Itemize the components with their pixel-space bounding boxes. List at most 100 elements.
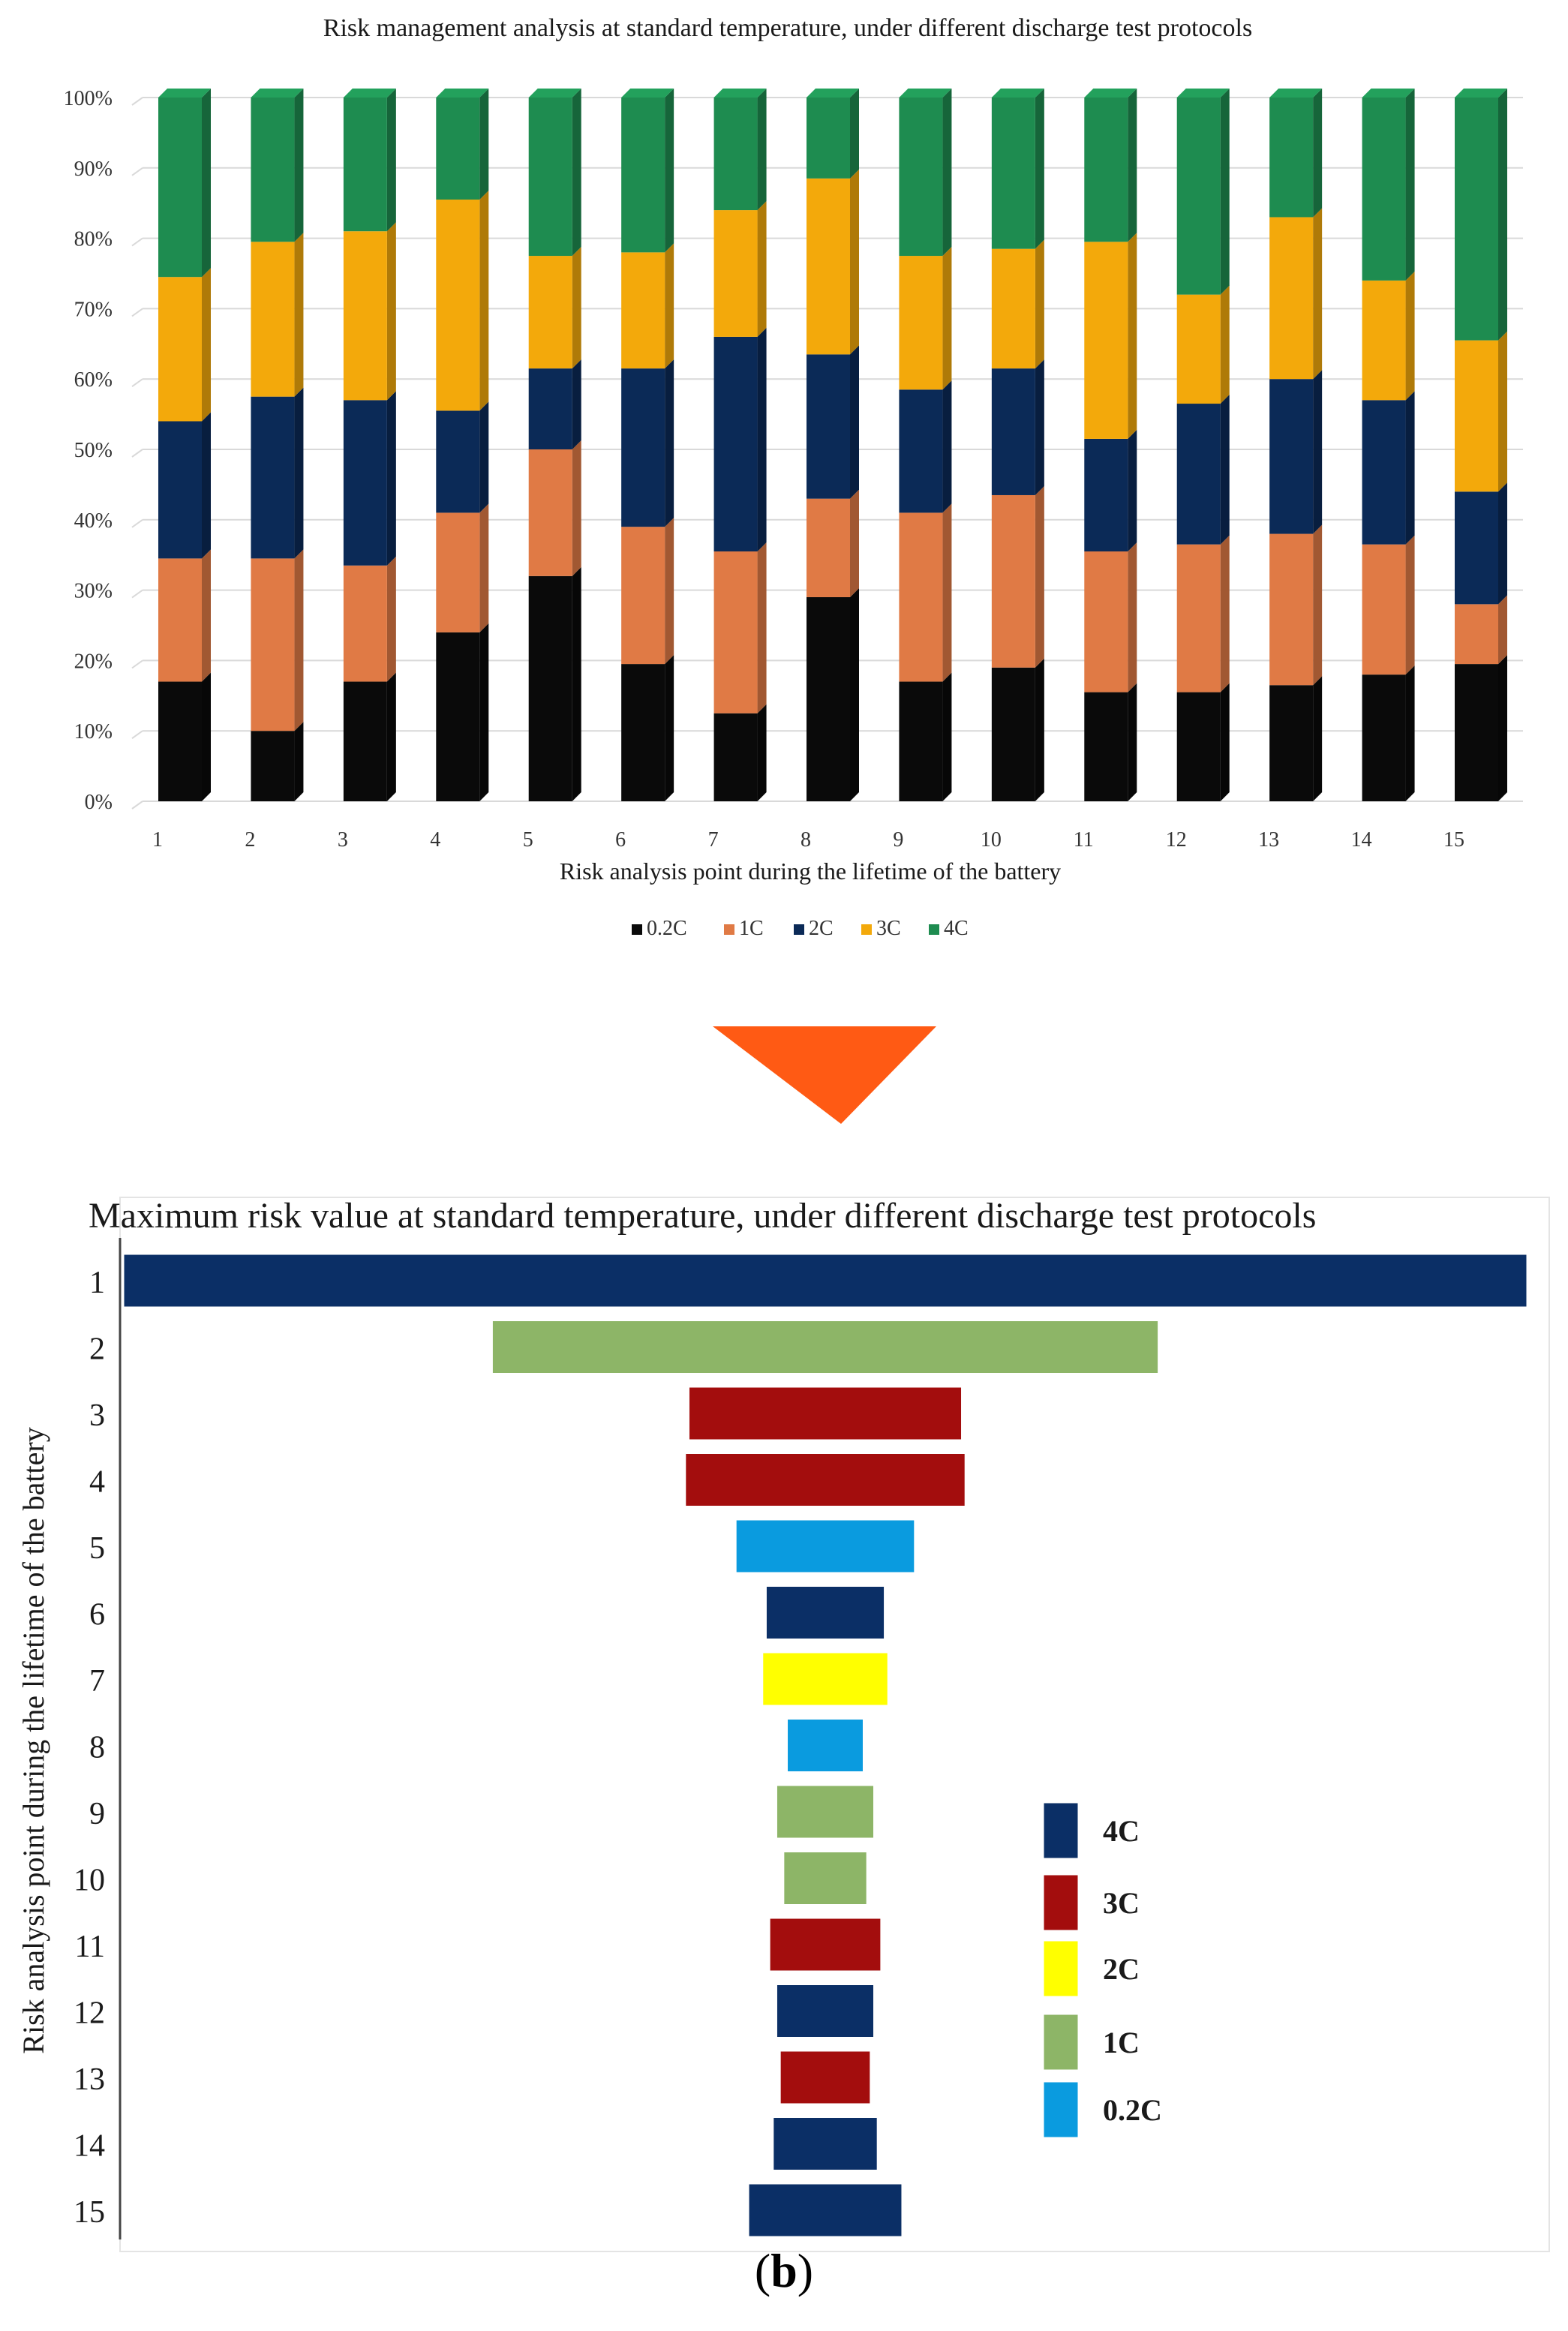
bar-segment-side-3C bbox=[942, 247, 952, 390]
bar-segment-4C bbox=[1455, 98, 1498, 341]
bar-segment-side-3C bbox=[665, 243, 674, 369]
bar-segment-side-1C bbox=[850, 489, 859, 597]
bar-segment-0.2C bbox=[158, 681, 202, 801]
bar-segment-side-2C bbox=[572, 359, 581, 449]
bar-segment-0.2C bbox=[807, 596, 850, 801]
bar-segment-side-1C bbox=[665, 518, 674, 665]
bar-segment-side-3C bbox=[572, 247, 581, 369]
legend-label: 3C bbox=[1103, 1886, 1140, 1920]
bar-top-face bbox=[713, 89, 767, 98]
legend-label: 0.2C bbox=[1103, 2093, 1162, 2127]
legend-swatch bbox=[1041, 1939, 1080, 1999]
stacked-bar-2 bbox=[251, 89, 304, 801]
bar-segment-side-4C bbox=[1128, 89, 1137, 242]
bar-segment-side-0.2C bbox=[942, 672, 952, 801]
bar-segment-0.2C bbox=[1084, 692, 1128, 801]
max-risk-bar-12 bbox=[774, 1983, 876, 2039]
bar-segment-side-0.2C bbox=[850, 587, 859, 801]
max-risk-bar-13 bbox=[778, 2049, 873, 2106]
bar-segment-2C bbox=[899, 389, 943, 513]
max-risk-bar-10 bbox=[782, 1850, 869, 1906]
bar-segment-side-3C bbox=[294, 233, 304, 397]
top-y-tick-label: 10% bbox=[74, 720, 113, 743]
legend-label: 1C bbox=[1103, 2026, 1140, 2059]
bar-segment-3C bbox=[343, 231, 387, 401]
bar-segment-side-2C bbox=[1128, 429, 1137, 552]
bar-segment-0.2C bbox=[528, 575, 572, 801]
stacked-bar-15 bbox=[1455, 89, 1507, 801]
bottom-category-label: 5 bbox=[89, 1531, 105, 1566]
down-triangle-arrow-icon bbox=[713, 1026, 936, 1124]
bar-segment-0.2C bbox=[1362, 674, 1406, 801]
bar-segment-side-1C bbox=[202, 549, 211, 682]
bottom-category-label: 10 bbox=[74, 1864, 105, 1898]
stacked-bar-8 bbox=[807, 89, 859, 801]
bar-segment-2C bbox=[807, 354, 850, 499]
bar-segment-side-2C bbox=[850, 345, 859, 499]
top-gridline-edge bbox=[131, 518, 143, 528]
bar-top-face bbox=[807, 89, 859, 98]
bar-segment-4C bbox=[713, 98, 758, 211]
bottom-chart-y-axis-label: Risk analysis point during the lifetime … bbox=[17, 1427, 50, 2053]
bottom-legend-item-4C: 4C bbox=[1041, 1801, 1140, 1861]
top-y-tick-label: 40% bbox=[74, 509, 113, 533]
top-legend-item-0.2C: 0.2C bbox=[632, 917, 687, 940]
top-x-tick-label: 4 bbox=[430, 828, 440, 852]
max-risk-bar-9 bbox=[774, 1783, 876, 1840]
bottom-legend-item-3C: 3C bbox=[1041, 1873, 1140, 1933]
bar-segment-0.2C bbox=[343, 681, 387, 801]
bar-segment-3C bbox=[1269, 217, 1314, 380]
top-y-tick-label: 80% bbox=[74, 228, 113, 251]
max-risk-bar-4 bbox=[683, 1452, 967, 1508]
bar-segment-0.2C bbox=[436, 632, 480, 801]
bar-segment-1C bbox=[899, 512, 943, 682]
bar-segment-1C bbox=[1455, 604, 1498, 665]
top-x-tick-label: 2 bbox=[245, 828, 255, 852]
bar-segment-4C bbox=[807, 98, 850, 179]
top-legend-item-2C: 2C bbox=[794, 917, 834, 940]
top-gridline-edge bbox=[131, 308, 143, 317]
top-gridline-edge bbox=[131, 659, 143, 669]
bar-segment-4C bbox=[621, 98, 665, 253]
bar-top-face bbox=[1362, 89, 1415, 98]
bar-segment-4C bbox=[1362, 98, 1406, 281]
bar-segment-0.2C bbox=[1269, 685, 1314, 801]
bar-segment-1C bbox=[251, 558, 295, 731]
top-x-tick-label: 1 bbox=[152, 828, 163, 852]
bar-segment-side-2C bbox=[665, 359, 674, 527]
bar-top-face bbox=[991, 89, 1044, 98]
bar-segment-1C bbox=[1269, 533, 1314, 686]
bar-segment-side-2C bbox=[1313, 370, 1323, 534]
top-legend-item-3C: 3C bbox=[861, 917, 901, 940]
bar-top-face bbox=[158, 89, 211, 98]
legend-label: 2C bbox=[809, 917, 834, 940]
stacked-bar-1 bbox=[158, 89, 211, 801]
top-gridline-edge bbox=[131, 97, 143, 106]
legend-swatch bbox=[632, 924, 642, 935]
bar-segment-4C bbox=[436, 98, 480, 200]
bar-segment-2C bbox=[621, 368, 665, 527]
top-x-tick-label: 12 bbox=[1166, 828, 1187, 852]
top-x-tick-label: 9 bbox=[893, 828, 903, 852]
top-gridline-edge bbox=[131, 449, 143, 458]
max-risk-bar-1 bbox=[122, 1252, 1529, 1309]
max-risk-bar-8 bbox=[786, 1717, 865, 1774]
bar-segment-3C bbox=[991, 248, 1035, 369]
bottom-category-label: 7 bbox=[89, 1664, 105, 1699]
bar-top-face bbox=[1269, 89, 1323, 98]
caption-letter: b bbox=[770, 2244, 798, 2297]
legend-label: 2C bbox=[1103, 1952, 1140, 1986]
bar-segment-side-2C bbox=[202, 412, 211, 559]
bar-segment-side-1C bbox=[757, 542, 767, 713]
bar-segment-3C bbox=[1084, 242, 1128, 439]
stacked-bar-5 bbox=[528, 89, 581, 801]
stacked-bar-13 bbox=[1269, 89, 1323, 801]
max-risk-bar-7 bbox=[761, 1651, 890, 1708]
bottom-category-label: 6 bbox=[89, 1598, 105, 1633]
bar-segment-side-0.2C bbox=[386, 672, 396, 801]
legend-label: 4C bbox=[944, 917, 969, 940]
bar-segment-3C bbox=[713, 210, 758, 337]
bar-segment-side-3C bbox=[850, 169, 859, 355]
bottom-category-label: 15 bbox=[74, 2195, 105, 2230]
bar-segment-side-4C bbox=[1220, 89, 1230, 295]
